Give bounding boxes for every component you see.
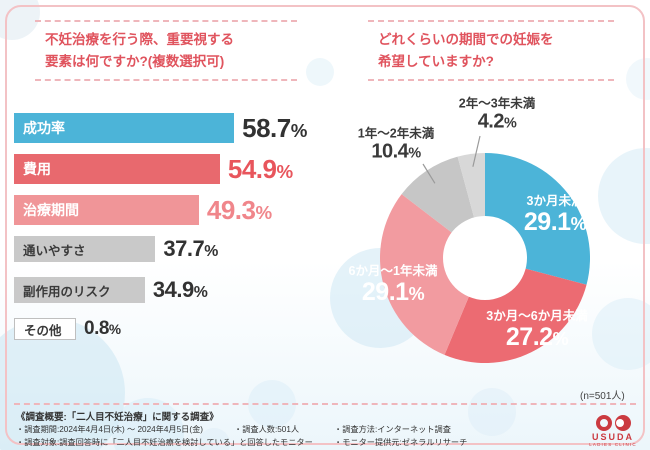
pie-slice-value: 4.2% — [459, 110, 535, 133]
percent-sign: % — [290, 119, 308, 141]
bar-value-label-number: 34.9 — [152, 277, 194, 302]
bar-category-label: その他 — [24, 323, 62, 338]
leader-line — [472, 135, 481, 167]
survey-overview-title: 《調査概要:「二人目不妊治療」に関する調査》 — [16, 412, 219, 423]
pie-value-number: 4.2 — [477, 110, 505, 133]
bar-chart-title: 不妊治療を行う際、重要視する 要素は何ですか?(複数選択可) — [35, 20, 297, 82]
survey-details: ・調査期間:2024年4月4日(木) 〜 2024年4月5日(金) ・調査人数:5… — [16, 424, 634, 449]
bar-value-label: 0.8% — [84, 318, 121, 340]
bar-row: 成功率 58.7% — [14, 113, 307, 143]
pie-chart: 3か月未満 29.1% 3か月〜6か月未満 27.2% 6か月〜1年未満 29.1% 1年〜… — [330, 14, 646, 400]
percent-sign: % — [570, 214, 587, 234]
bar-chart-title-line2: 要素は何ですか?(複数選択可) — [45, 53, 225, 69]
pie-svg — [380, 135, 591, 364]
bar-value-label-number: 58.7 — [242, 112, 291, 143]
pie-slice-name: 3か月未満 — [526, 193, 584, 208]
pie-value-number: 29.1 — [523, 208, 571, 236]
bar-value-label: 58.7% — [242, 113, 307, 144]
pie-label-2: 6か月〜1年未満 29.1% — [349, 263, 438, 306]
donut-hole — [443, 216, 527, 300]
percent-sign: % — [255, 201, 272, 223]
bar-4: 副作用のリスク — [14, 277, 145, 303]
pie-chart-section: どれくらいの期間での妊娠を 希望していますか? 3か月未満 29.1% 3か月〜6か… — [330, 14, 646, 400]
bar-chart: 成功率 58.7% 費用 54.9% 治療期間 49.3% 通いやすさ 37.7% 副作用のリス… — [14, 113, 307, 340]
bar-row: 副作用のリスク 34.9% — [14, 277, 307, 303]
clinic-logo-name: USUDA — [591, 432, 634, 442]
bar-chart-section: 不妊治療を行う際、重要視する 要素は何ですか?(複数選択可) 成功率 58.7% 費… — [14, 14, 318, 400]
bar-category-label: 通いやすさ — [23, 243, 86, 258]
bokeh-circle — [592, 298, 650, 370]
bokeh-circle — [306, 58, 334, 86]
bar-2: 治療期間 — [14, 195, 199, 225]
pie-value-number: 27.2 — [505, 323, 553, 351]
bar-3: 通いやすさ — [14, 236, 156, 262]
clinic-logo-subtitle: LADIES CLINIC — [589, 442, 637, 447]
percent-sign: % — [193, 284, 208, 301]
clinic-logo-icon — [583, 415, 643, 431]
pie-slice-name: 3か月〜6か月未満 — [486, 308, 588, 323]
pie-slice-value: 29.1% — [349, 279, 438, 305]
bar-row: 治療期間 49.3% — [14, 195, 307, 225]
bar-row: その他 0.8% — [14, 318, 307, 340]
bar-value-label-number: 49.3 — [206, 194, 256, 225]
bar-category-label: 副作用のリスク — [23, 284, 111, 299]
percent-sign: % — [504, 115, 517, 132]
bar-1: 費用 — [14, 154, 220, 184]
bar-row: 通いやすさ 37.7% — [14, 236, 307, 262]
bar-value-label-number: 54.9 — [227, 153, 277, 184]
pie-label-0: 3か月未満 29.1% — [523, 193, 587, 236]
bar-category-label: 成功率 — [23, 120, 65, 136]
survey-detail-item: ・調査対象:調査回答時に「二人目不妊治療を検討している」と回答したモニター — [16, 437, 313, 447]
pie-label-1: 3か月〜6か月未満 27.2% — [486, 308, 587, 351]
percent-sign: % — [204, 243, 218, 260]
bar-5: その他 — [14, 318, 76, 340]
survey-overview-footer: 《調査概要:「二人目不妊治療」に関する調査》 ・調査期間:2024年4月4日(木… — [14, 403, 636, 449]
logo-moon-icon — [614, 415, 631, 431]
percent-sign: % — [552, 329, 569, 349]
percent-sign: % — [408, 284, 425, 304]
survey-detail-item: ・調査方法:インターネット調査 — [334, 425, 451, 434]
pie-chart-title-line2: 希望していますか? — [378, 53, 494, 69]
survey-detail-item: ・モニター提供元:ゼネラルリサーチ — [334, 437, 468, 447]
pie-label-3: 1年〜2年未満 10.4% — [358, 125, 434, 162]
bar-value-label-number: 37.7 — [163, 236, 205, 261]
pie-value-number: 29.1 — [361, 278, 409, 306]
bar-category-label: 費用 — [23, 161, 51, 177]
pie-slice-2 — [380, 194, 485, 355]
bar-row: 費用 54.9% — [14, 154, 307, 184]
sample-size-label: (n=501人) — [580, 391, 625, 402]
pie-slice-name: 2年〜3年未満 — [458, 96, 536, 111]
pie-value-number: 10.4 — [371, 140, 409, 163]
leader-line — [422, 163, 436, 184]
bar-value-label: 49.3% — [207, 195, 272, 226]
bar-chart-title-line1: 不妊治療を行う際、重要視する — [45, 32, 234, 47]
bar-0: 成功率 — [14, 113, 235, 143]
pie-chart-title: どれくらいの期間での妊娠を 希望していますか? — [368, 20, 614, 82]
pie-slice-name: 1年〜2年未満 — [357, 126, 435, 141]
bar-value-label-number: 0.8 — [84, 318, 109, 339]
bokeh-circle — [112, 398, 184, 450]
pie-slice-value: 27.2% — [486, 324, 587, 350]
bar-value-label: 37.7% — [163, 236, 218, 262]
percent-sign: % — [408, 145, 421, 162]
pie-slice-value: 29.1% — [523, 208, 587, 236]
pie-label-4: 2年〜3年未満 4.2% — [459, 95, 535, 132]
pie-slice-value: 10.4% — [358, 140, 434, 163]
logo-ring-icon — [595, 415, 612, 431]
pie-chart-title-line1: どれくらいの期間での妊娠を — [378, 32, 554, 47]
bar-value-label: 54.9% — [228, 154, 293, 185]
percent-sign: % — [108, 322, 121, 337]
survey-detail-item: ・調査期間:2024年4月4日(木) 〜 2024年4月5日(金) — [16, 425, 203, 434]
bar-value-label: 34.9% — [152, 277, 208, 303]
bokeh-circle — [468, 388, 516, 436]
percent-sign: % — [276, 160, 293, 182]
pie-slice-name: 6か月〜1年未満 — [348, 263, 438, 278]
clinic-logo: USUDA LADIES CLINIC — [583, 415, 643, 447]
survey-detail-item: ・調査人数:501人 — [234, 425, 300, 434]
bar-category-label: 治療期間 — [23, 202, 79, 218]
